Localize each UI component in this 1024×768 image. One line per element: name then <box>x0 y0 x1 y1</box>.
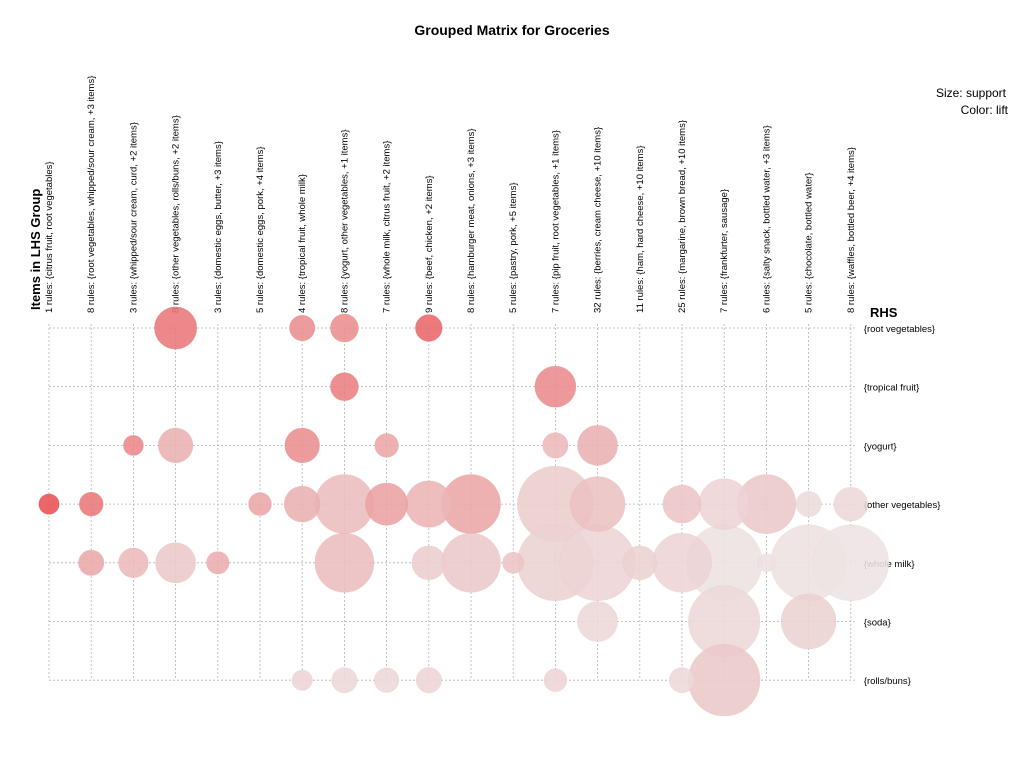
bubble <box>374 433 399 458</box>
lhs-label: 7 rules: {pip fruit, root vegetables, +1… <box>550 130 561 313</box>
bubble <box>374 667 400 693</box>
bubble <box>78 549 105 576</box>
lhs-label: 8 rules: {hamburger meat, onions, +3 ite… <box>466 128 477 313</box>
bubble <box>314 474 375 534</box>
bubble <box>668 667 695 694</box>
bubble <box>123 435 144 456</box>
lhs-label: 8 rules: {yogurt, other vegetables, +1 i… <box>339 129 350 313</box>
bubble <box>331 667 358 694</box>
chart-title: Grouped Matrix for Groceries <box>414 22 609 38</box>
lhs-label: 11 rules: {ham, hard cheese, +10 items} <box>635 146 646 314</box>
lhs-label: 8 rules: {waffles, bottled beer, +4 item… <box>846 147 857 313</box>
bubble <box>330 313 359 343</box>
lhs-label: 8 rules: {other vegetables, rolls/buns, … <box>171 115 182 313</box>
bubble <box>79 491 104 517</box>
color-legend: Color: lift <box>961 103 1009 117</box>
bubbles <box>38 306 889 717</box>
size-legend: Size: support <box>936 86 1007 100</box>
bubble <box>502 551 525 574</box>
lhs-label: 5 rules: {chocolate, bottled water} <box>804 173 815 313</box>
bubble <box>757 553 776 573</box>
rhs-label: {other vegetables} <box>864 500 941 511</box>
lhs-label: 3 rules: {domestic eggs, butter, +3 item… <box>213 141 224 313</box>
bubble <box>622 545 657 580</box>
lhs-labels: 1 rules: {citrus fruit, root vegetables}… <box>44 76 857 313</box>
lhs-label: 4 rules: {tropical fruit, whole milk} <box>297 174 308 313</box>
rhs-label: {rolls/buns} <box>864 676 911 687</box>
bubble <box>415 667 442 694</box>
lhs-label: 9 rules: {beef, chicken, +2 items} <box>424 175 435 313</box>
lhs-label: 25 rules: {margarine, brown bread, +10 i… <box>677 120 688 313</box>
lhs-label: 5 rules: {domestic eggs, pork, +4 items} <box>255 146 266 313</box>
bubble <box>157 427 194 464</box>
x-axis-title: Items in LHS Group <box>28 189 43 310</box>
rhs-labels: {root vegetables} {tropical fruit} {yogurt… <box>864 324 941 687</box>
lhs-label: 5 rules: {pastry, pork, +5 items} <box>508 182 519 313</box>
lhs-label: 8 rules: {root vegetables, whipped/sour … <box>86 76 97 313</box>
bubble <box>688 644 761 717</box>
bubble <box>569 476 626 532</box>
bubble <box>780 593 837 650</box>
bubble <box>415 314 443 342</box>
bubble <box>577 601 618 642</box>
rhs-label: {yogurt} <box>864 441 897 452</box>
bubble <box>795 491 822 518</box>
lhs-label: 1 rules: {citrus fruit, root vegetables} <box>44 161 55 313</box>
bubble <box>542 432 569 459</box>
bubble <box>411 545 446 580</box>
bubble <box>155 542 196 584</box>
bubble <box>154 306 198 350</box>
bubble <box>330 372 359 401</box>
bubble <box>534 365 577 408</box>
lhs-label: 32 rules: {berries, cream cheese, +10 it… <box>593 127 604 313</box>
bubble <box>248 492 272 516</box>
bubble <box>698 478 750 530</box>
lhs-label: 6 rules: {salty snack, bottled water, +3… <box>761 125 772 313</box>
y-axis-title: RHS <box>870 305 898 320</box>
bubble <box>291 669 313 691</box>
bubble <box>812 524 889 601</box>
bubble <box>38 493 60 515</box>
bubble <box>289 314 316 341</box>
bubble <box>284 427 320 464</box>
bubble <box>206 551 230 575</box>
rhs-label: {tropical fruit} <box>864 383 919 394</box>
rhs-label: {soda} <box>864 618 891 629</box>
bubble <box>405 480 453 528</box>
bubble <box>283 485 321 523</box>
bubble <box>652 532 712 593</box>
bubble <box>543 668 568 692</box>
lhs-label: 3 rules: {whipped/sour cream, curd, +2 i… <box>128 122 139 313</box>
lhs-label: 7 rules: {whole milk, citrus fruit, +2 i… <box>382 141 393 313</box>
rhs-label: {whole milk} <box>864 559 915 570</box>
bubble <box>833 486 868 522</box>
bubble <box>441 532 501 593</box>
lhs-label: 7 rules: {frankfurter, sausage} <box>719 189 730 313</box>
bubble <box>662 484 702 524</box>
bubble <box>577 425 618 466</box>
bubble <box>314 532 375 593</box>
bubble <box>365 482 409 526</box>
rhs-label: {root vegetables} <box>864 324 935 335</box>
bubble <box>118 547 149 578</box>
